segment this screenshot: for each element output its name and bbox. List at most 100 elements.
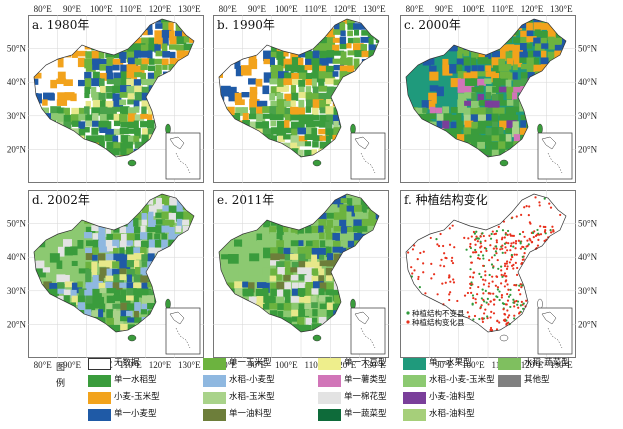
county-block [311, 317, 318, 323]
county-block [119, 268, 127, 277]
county-block [506, 58, 514, 66]
legend-label: 水稻-小麦型 [229, 375, 275, 385]
county-block [577, 66, 588, 74]
county-dot [451, 256, 454, 259]
county-block [339, 36, 347, 46]
county-block [249, 107, 257, 115]
county-block [505, 134, 512, 144]
county-block [325, 240, 336, 247]
county-block [64, 246, 73, 256]
county-block [169, 58, 177, 69]
county-block [457, 93, 466, 102]
county-dot [522, 302, 525, 305]
county-block [305, 58, 314, 67]
county-block [228, 268, 239, 279]
county-block [203, 212, 211, 221]
county-dot [440, 258, 443, 261]
county-block [442, 58, 449, 70]
county-dot [492, 247, 495, 250]
country-border [405, 18, 567, 158]
county-block [57, 295, 66, 302]
county-block [471, 65, 478, 75]
county-block [113, 99, 124, 109]
county-block [318, 85, 328, 92]
county-block [456, 64, 463, 74]
county-block [312, 64, 322, 75]
county-dot [410, 266, 413, 269]
county-block [127, 128, 137, 134]
county-block [92, 58, 101, 67]
county-block [347, 65, 355, 75]
lon-tick-label: 130°E [550, 360, 573, 370]
county-dot [552, 230, 555, 233]
county-block [168, 233, 179, 243]
county-block [134, 141, 142, 149]
county-dot [500, 282, 503, 285]
county-block [390, 164, 400, 171]
county-block [499, 71, 511, 81]
county-dot [474, 298, 477, 301]
county-block [127, 43, 136, 54]
county-block [242, 281, 249, 288]
county-block [463, 114, 473, 125]
county-block [126, 233, 136, 242]
county-block [541, 19, 548, 27]
county-block [456, 128, 462, 138]
county-block [491, 149, 501, 156]
county-block [120, 148, 129, 156]
county-block [92, 296, 99, 305]
county-dot [513, 314, 516, 317]
county-block [333, 22, 345, 33]
county-block [290, 51, 301, 60]
county-block [112, 324, 122, 332]
taiwan-shape [165, 123, 171, 135]
county-block [270, 120, 277, 127]
county-dot [448, 298, 451, 302]
county-block [575, 171, 584, 181]
county-block [311, 128, 318, 138]
county-block [276, 92, 284, 102]
county-block [141, 303, 150, 312]
county-block [304, 114, 314, 124]
county-block [290, 232, 296, 241]
county-block [346, 218, 356, 227]
county-block [84, 93, 90, 99]
county-block [311, 302, 318, 309]
county-block [133, 100, 140, 110]
county-block [312, 86, 319, 97]
county-dot [514, 242, 518, 245]
county-block [325, 43, 334, 54]
county-block [429, 65, 437, 74]
county-block [513, 37, 525, 44]
county-block [276, 128, 287, 136]
county-block [77, 240, 84, 249]
county-block [141, 204, 152, 214]
county-block [175, 225, 182, 233]
county-block [85, 282, 94, 293]
county-block [113, 120, 121, 127]
county-block [126, 295, 135, 301]
county-dot [484, 279, 487, 282]
county-block [276, 106, 287, 118]
county-block [105, 85, 116, 93]
county-dot [484, 239, 487, 242]
county-block [361, 205, 367, 216]
county-block [390, 101, 395, 109]
county-dot [520, 213, 523, 216]
legend-swatch [403, 375, 426, 387]
county-dot [520, 286, 523, 289]
county-block [269, 114, 278, 121]
county-block [457, 86, 468, 93]
county-block [347, 22, 354, 30]
county-block [477, 57, 489, 65]
county-block [333, 253, 342, 263]
county-block [148, 247, 156, 255]
county-block [262, 113, 273, 119]
county-block [112, 58, 124, 65]
county-block [305, 281, 317, 293]
county-dot [487, 303, 490, 306]
county-block [203, 206, 210, 215]
county-block [318, 316, 329, 328]
county-block [85, 226, 96, 233]
county-dot [512, 241, 515, 244]
